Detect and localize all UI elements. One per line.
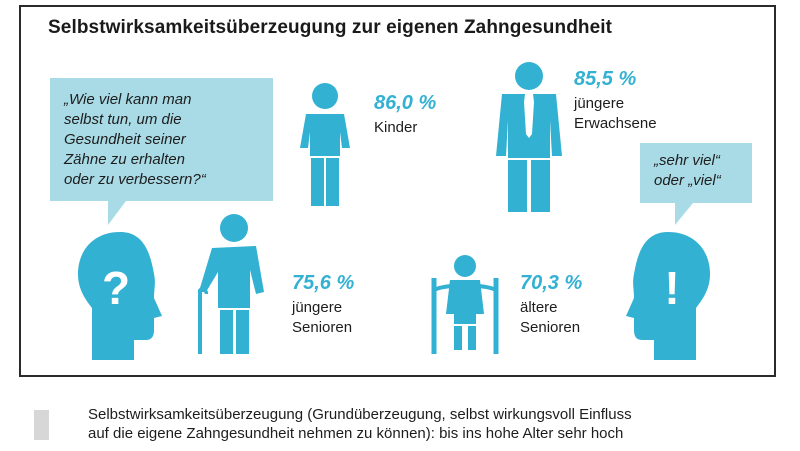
legend-text: Selbstwirksamkeitsüberzeugung (Grundüber… xyxy=(88,405,632,443)
adult-tie-figure-icon xyxy=(496,62,562,212)
head-symbol-question: ? xyxy=(102,262,130,314)
value-juengere-erwachsene: 85,5 % xyxy=(574,68,637,90)
senior-cane-figure-icon xyxy=(198,214,264,354)
question-line: Zähne zu erhalten xyxy=(64,151,185,168)
question-line: selbst tun, um die xyxy=(64,111,182,128)
child-figure-icon xyxy=(300,83,350,206)
answer-line: oder „viel“ xyxy=(654,172,721,189)
label-line: Senioren xyxy=(520,319,581,336)
question-line: „Wie viel kann man xyxy=(64,91,192,108)
value-kinder: 86,0 % xyxy=(374,92,437,114)
question-bubble-tail xyxy=(108,201,126,225)
answer-speech-bubble: „sehr viel“ oder „viel“ xyxy=(640,143,752,203)
head-exclamation-icon: ! xyxy=(626,232,710,360)
legend-line: Selbstwirksamkeitsüberzeugung (Grundüber… xyxy=(88,406,632,423)
question-line: Gesundheit seiner xyxy=(64,131,186,148)
infographic-title: Selbstwirksamkeitsüberzeugung zur eigene… xyxy=(48,17,613,38)
label-line: ältere xyxy=(520,299,558,316)
answer-line: „sehr viel“ xyxy=(654,152,720,169)
legend-line: auf die eigene Zahngesundheit nehmen zu … xyxy=(88,425,624,442)
label-line: jüngere xyxy=(574,95,625,112)
label-line: Kinder xyxy=(374,119,418,136)
label-juengere-senioren: jüngere Senioren xyxy=(292,298,352,338)
label-line: Senioren xyxy=(292,319,353,336)
head-question-icon: ? xyxy=(78,232,162,360)
answer-bubble-tail xyxy=(675,203,693,225)
value-aeltere-senioren: 70,3 % xyxy=(520,272,583,294)
question-speech-bubble: „Wie viel kann man selbst tun, um die Ge… xyxy=(50,78,273,201)
label-line: Erwachsene xyxy=(574,115,657,132)
head-symbol-exclamation: ! xyxy=(664,262,679,314)
wheelchair-figure-icon xyxy=(431,255,499,354)
label-kinder: Kinder xyxy=(374,118,417,138)
question-line: oder zu verbessern?“ xyxy=(64,171,206,188)
label-line: jüngere xyxy=(292,299,343,316)
label-juengere-erwachsene: jüngere Erwachsene xyxy=(574,94,657,134)
value-juengere-senioren: 75,6 % xyxy=(292,272,355,294)
label-aeltere-senioren: ältere Senioren xyxy=(520,298,580,338)
legend-swatch xyxy=(34,410,49,440)
